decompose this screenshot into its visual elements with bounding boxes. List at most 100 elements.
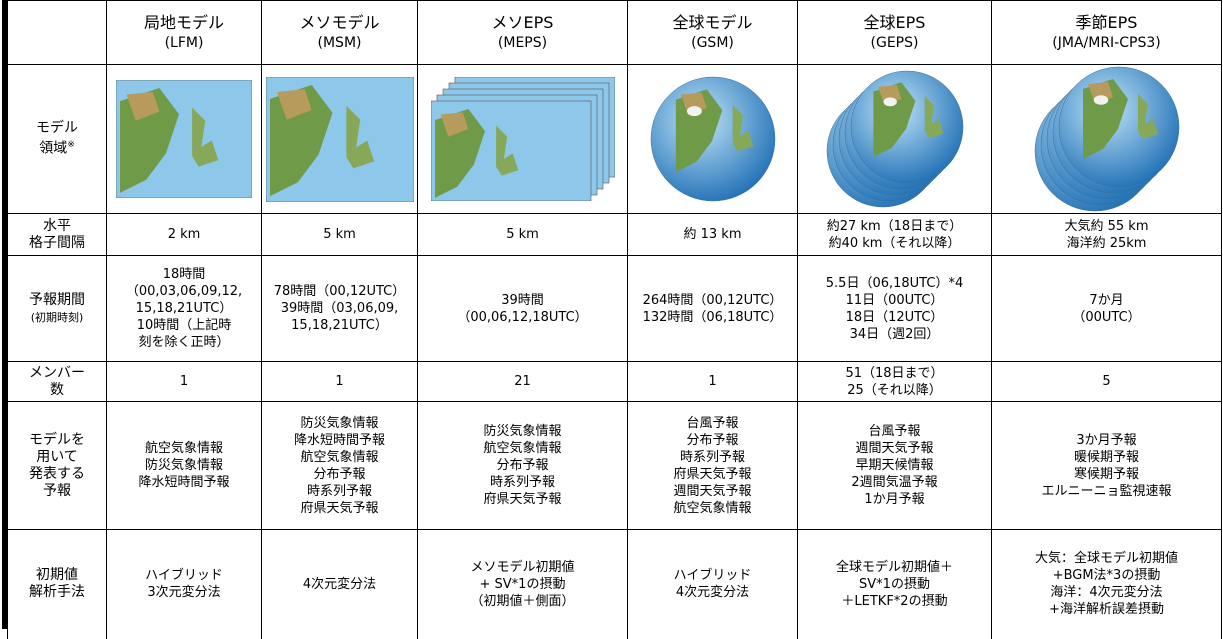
text-line: 4次元変分法 bbox=[675, 585, 750, 601]
data-cell: 全球モデル初期値＋ SV*1の摂動 ＋LETKF*2の摂動 bbox=[797, 529, 992, 639]
text-line: 分布予報 bbox=[496, 458, 549, 473]
text-line: SV*1の摂動 bbox=[859, 576, 930, 592]
data-row: モデルを 用いて 発表する 予報 航空気象情報 防災気象情報 降水短時間予報 防災気象情報 降水… bbox=[7, 401, 1222, 530]
image-cell bbox=[261, 64, 418, 214]
text-line: 1か月予報 bbox=[864, 492, 925, 507]
data-cell: 防災気象情報 降水短時間予報 航空気象情報 分布予報 時系列予報 府県天気予報 bbox=[261, 401, 418, 530]
text-line: 航空気象情報 bbox=[144, 441, 223, 456]
text-line: 数 bbox=[50, 381, 64, 398]
text-line: 大気：全球モデル初期値 bbox=[1034, 551, 1178, 567]
text-line: 用いて bbox=[36, 448, 78, 465]
data-cell: 5 km bbox=[417, 213, 628, 256]
text-line: 約 13 km bbox=[683, 227, 742, 242]
corner-cell bbox=[7, 0, 107, 65]
text-line: 15,18,21UTC） bbox=[291, 318, 388, 333]
text-line: 全球モデル初期値＋ bbox=[835, 559, 953, 575]
data-row: メンバー数 1 1 21 1 51（18日まで） 25（それ以降） 5 bbox=[7, 361, 1222, 402]
model-domain-image bbox=[265, 76, 414, 202]
text-line: 約27 km（18日まで） bbox=[826, 218, 963, 234]
row-sublabel: (初期時刻) bbox=[30, 310, 84, 324]
data-row: 初期値 解析手法 ハイブリッド 3次元変分法 4次元変分法 メソモデル初期値 + SV*1の… bbox=[7, 529, 1222, 639]
data-cell: 5 km bbox=[261, 213, 418, 256]
data-cell: メソモデル初期値 + SV*1の摂動 （初期値＋側面） bbox=[417, 529, 628, 639]
image-shape bbox=[192, 107, 219, 167]
image-shape bbox=[345, 105, 374, 168]
text-line: 21 bbox=[514, 374, 531, 389]
model-domain-image bbox=[430, 77, 615, 201]
model-abbr: (MEPS) bbox=[497, 35, 548, 51]
model-abbr: (GEPS) bbox=[870, 35, 919, 51]
text-line: メソモデル初期値 bbox=[470, 559, 575, 575]
model-name: 局地モデル bbox=[143, 13, 224, 32]
text-line: 132時間（06,18UTC） bbox=[642, 309, 783, 325]
row-label: 初期値 解析手法 bbox=[7, 529, 107, 639]
model-name: 全球モデル bbox=[672, 13, 753, 32]
text-line: 海洋：4次元変分法 bbox=[1050, 585, 1163, 601]
text-line: 降水短時間予報 bbox=[138, 475, 230, 490]
text-line: （00,03,06,09,12, bbox=[125, 284, 243, 299]
data-cell: 264時間（00,12UTC） 132時間（06,18UTC） bbox=[627, 255, 798, 362]
data-cell: 1 bbox=[106, 361, 262, 402]
text-line: 時系列予報 bbox=[306, 483, 372, 499]
text-line: 7か月 bbox=[1089, 292, 1124, 308]
text-line: 早期天候情報 bbox=[855, 458, 934, 473]
data-cell: 3か月予報 暖候期予報 寒候期予報 エルニーニョ監視速報 bbox=[991, 401, 1222, 530]
data-cell: 約 13 km bbox=[627, 213, 798, 256]
table-body: モデル 領域※ 水平 格子間隔 2 km 5 km 5 km 約 13 km 約27 km（1… bbox=[7, 64, 1222, 639]
data-cell: ハイブリッド 4次元変分法 bbox=[627, 529, 798, 639]
row-label: モデルを 用いて 発表する 予報 bbox=[7, 401, 107, 530]
text-line: 予報 bbox=[43, 482, 71, 499]
image-cell bbox=[627, 64, 798, 214]
image-shape bbox=[732, 104, 753, 152]
text-line: 39時間 bbox=[501, 292, 544, 308]
text-line: 約40 km（それ以降） bbox=[828, 235, 961, 251]
text-line: （初期値＋側面） bbox=[470, 593, 575, 609]
row-label: メンバー数 bbox=[7, 361, 107, 402]
text-line: 防災気象情報 bbox=[483, 424, 562, 439]
column-header: 全球EPS (GEPS) bbox=[797, 0, 992, 65]
text-line: ハイブリッド bbox=[145, 568, 223, 584]
text-line: 防災気象情報 bbox=[300, 415, 379, 431]
data-cell: 21 bbox=[417, 361, 628, 402]
text-line: 府県天気予報 bbox=[483, 492, 562, 507]
data-cell: 4次元変分法 bbox=[261, 529, 418, 639]
text-line: 18時間 bbox=[162, 267, 206, 282]
data-cell: 5 bbox=[991, 361, 1222, 402]
text-line: 51（18日まで） bbox=[845, 365, 944, 381]
image-shape bbox=[650, 76, 775, 202]
text-line: 台風予報 bbox=[686, 415, 739, 431]
text-line: 防災気象情報 bbox=[144, 458, 223, 473]
image-shape bbox=[440, 112, 468, 137]
data-row: 予報期間 (初期時刻) 18時間 （00,03,06,09,12, 15,18,21UT… bbox=[7, 255, 1222, 362]
data-cell: 51（18日まで） 25（それ以降） bbox=[797, 361, 992, 402]
header-row: 局地モデル (LFM) メソモデル (MSM) メソEPS (MEPS) 全球モデル (GSM… bbox=[7, 0, 1222, 65]
data-cell: ハイブリッド 3次元変分法 bbox=[106, 529, 262, 639]
text-line: 航空気象情報 bbox=[300, 449, 379, 465]
image-shape bbox=[924, 96, 943, 139]
image-shape bbox=[1137, 94, 1158, 139]
text-line: ＋LETKF*2の摂動 bbox=[841, 593, 948, 609]
row-label: 予報期間 (初期時刻) bbox=[7, 255, 107, 362]
text-line: 解析手法 bbox=[29, 584, 85, 601]
data-cell: 航空気象情報 防災気象情報 降水短時間予報 bbox=[106, 401, 262, 530]
text-line: 海洋約 25km bbox=[1066, 235, 1147, 251]
data-cell: 78時間（00,12UTC） 39時間（03,06,09, 15,18,21UTC） bbox=[261, 255, 418, 362]
text-line: 予報期間 bbox=[29, 291, 85, 308]
text-line: 1 bbox=[708, 374, 717, 389]
text-line: ハイブリッド bbox=[673, 568, 752, 584]
text-line: 時系列予報 bbox=[679, 449, 745, 465]
column-header: メソEPS (MEPS) bbox=[417, 0, 628, 65]
text-line: 18日（12UTC） bbox=[845, 309, 944, 325]
data-cell: 18時間 （00,03,06,09,12, 15,18,21UTC） 10時間（上記時… bbox=[106, 255, 262, 362]
text-line: 寒候期予報 bbox=[1073, 466, 1139, 482]
image-shape bbox=[276, 88, 312, 120]
column-header: 季節EPS (JMA/MRI-CPS3) bbox=[991, 0, 1222, 65]
model-abbr: (JMA/MRI-CPS3) bbox=[1052, 35, 1161, 51]
text-line: 5 bbox=[1102, 374, 1111, 389]
text-line: 25（それ以降） bbox=[847, 382, 942, 398]
text-line: + SV*1の摂動 bbox=[479, 576, 566, 592]
data-cell: 約27 km（18日まで） 約40 km（それ以降） bbox=[797, 213, 992, 256]
text-line: 刻を除く正時） bbox=[138, 335, 230, 350]
data-cell: 大気：全球モデル初期値 +BGM法*3の摂動 海洋：4次元変分法 +海洋解析誤差摂動 bbox=[991, 529, 1222, 639]
model-abbr: (GSM) bbox=[691, 35, 734, 51]
